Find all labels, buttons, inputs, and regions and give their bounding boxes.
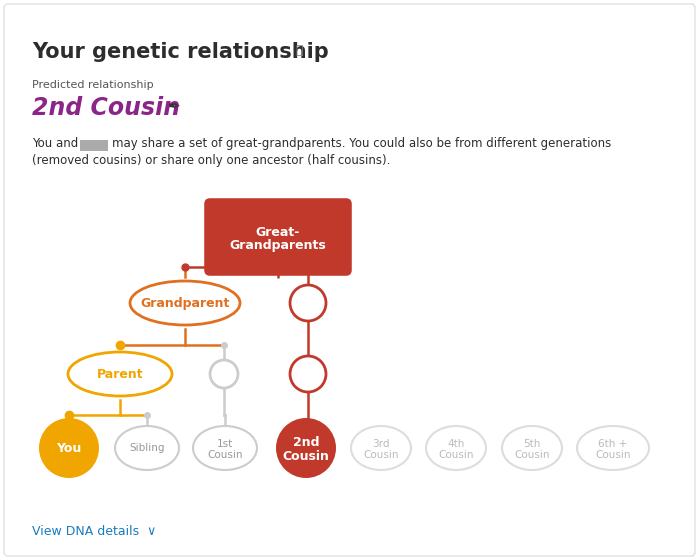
Text: Cousin: Cousin [207,450,243,460]
Circle shape [276,418,336,478]
Circle shape [39,418,99,478]
Bar [80,140,108,151]
Text: Great-: Great- [256,226,300,239]
Text: 6th +: 6th + [598,439,628,449]
Text: 5th: 5th [524,439,541,449]
FancyBboxPatch shape [4,4,695,556]
Text: (removed cousins) or share only one ancestor (half cousins).: (removed cousins) or share only one ance… [32,154,390,167]
Text: Cousin: Cousin [438,450,474,460]
Text: Cousin: Cousin [363,450,398,460]
Text: 1st: 1st [217,439,233,449]
Text: Cousin: Cousin [596,450,630,460]
Ellipse shape [351,426,411,470]
Ellipse shape [426,426,486,470]
Text: Parent: Parent [96,367,143,380]
Ellipse shape [193,426,257,470]
Text: You and: You and [32,137,78,150]
Text: You: You [57,441,82,455]
Text: View DNA details  ∨: View DNA details ∨ [32,525,157,538]
Text: ⓘ: ⓘ [295,44,303,57]
Text: Sibling: Sibling [129,443,165,453]
Circle shape [290,356,326,392]
FancyBboxPatch shape [204,198,352,276]
Text: 3rd: 3rd [373,439,390,449]
Ellipse shape [130,281,240,325]
Ellipse shape [502,426,562,470]
Text: Predicted relationship: Predicted relationship [32,80,154,90]
Circle shape [210,360,238,388]
Text: Your genetic relationship: Your genetic relationship [32,42,329,62]
Text: Grandparents: Grandparents [230,240,326,253]
Text: ✒: ✒ [168,99,181,114]
Text: 2nd: 2nd [293,436,319,450]
Ellipse shape [68,352,172,396]
Text: 2nd Cousin: 2nd Cousin [32,96,180,120]
Text: Grandparent: Grandparent [140,296,230,310]
Circle shape [290,285,326,321]
Ellipse shape [115,426,179,470]
Ellipse shape [577,426,649,470]
Text: Cousin: Cousin [282,450,329,463]
Text: Cousin: Cousin [514,450,549,460]
Text: may share a set of great-grandparents. You could also be from different generati: may share a set of great-grandparents. Y… [112,137,611,150]
Text: 4th: 4th [447,439,465,449]
